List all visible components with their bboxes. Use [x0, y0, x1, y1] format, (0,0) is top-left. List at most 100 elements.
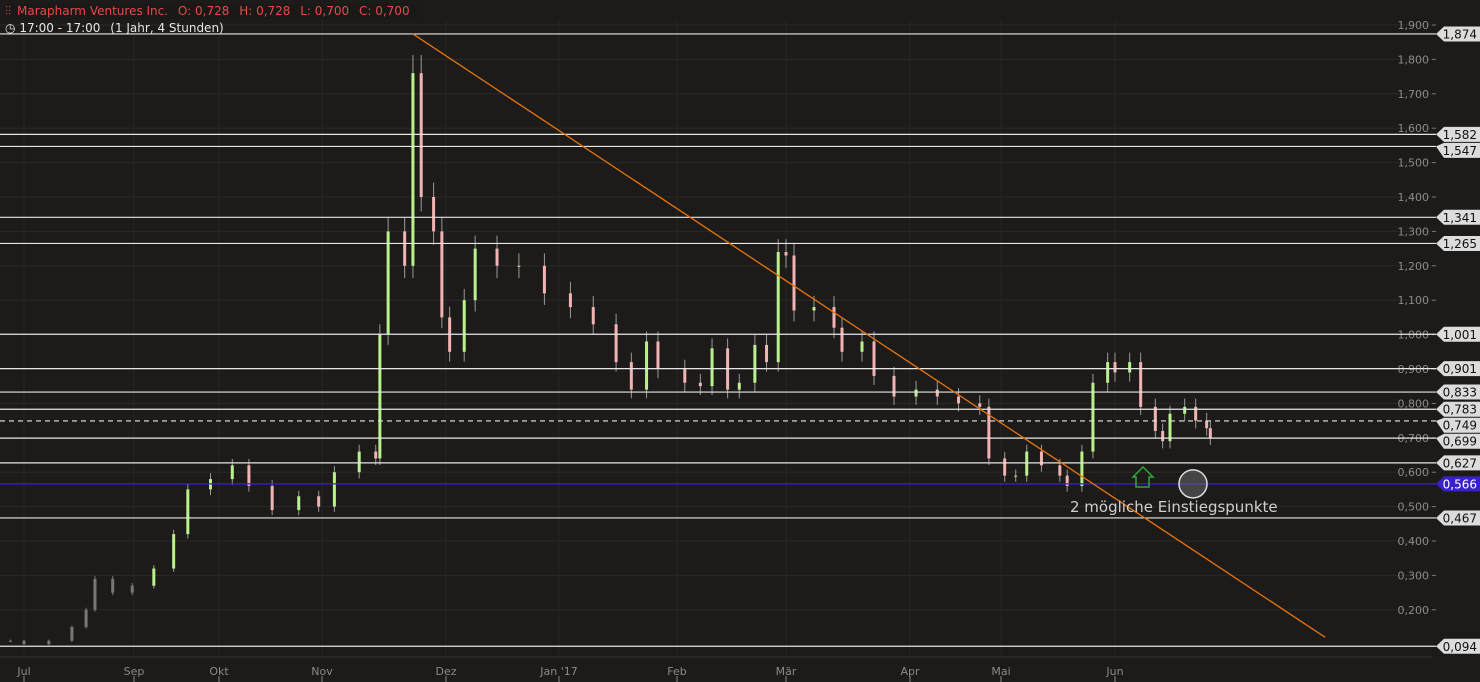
- candle-body: [792, 255, 796, 311]
- x-tick-label: Mär: [776, 665, 797, 678]
- candle-body: [1113, 362, 1117, 373]
- candle-body: [542, 265, 546, 294]
- candle-body: [111, 578, 115, 593]
- candle-body: [440, 231, 444, 318]
- candle-body: [297, 496, 301, 511]
- price-level-tag: [1436, 361, 1480, 377]
- candle-body: [765, 344, 769, 363]
- trendline: [412, 33, 1326, 638]
- candle-body: [683, 369, 687, 383]
- candle-body: [386, 231, 390, 335]
- price-level-label: 0,749: [1443, 419, 1477, 433]
- candle-body: [495, 248, 499, 266]
- chart-header: ⫶⫶ Marapharm Ventures Inc. O: 0,728 H: 0,…: [5, 4, 420, 19]
- candle-body: [1205, 420, 1209, 429]
- clock-icon: ◷: [5, 21, 16, 35]
- price-level-tag: [1436, 417, 1480, 433]
- x-tick-label: Nov: [311, 665, 333, 678]
- candle-body: [332, 472, 336, 507]
- candle-body: [93, 578, 97, 610]
- candle-body: [1003, 458, 1007, 476]
- candle-body: [411, 73, 415, 266]
- price-level-label: 1,582: [1443, 128, 1477, 142]
- candle-body: [978, 403, 982, 407]
- candle-body: [1153, 406, 1157, 431]
- price-level-tag: [1436, 384, 1480, 400]
- candle-body: [1065, 475, 1069, 486]
- price-level-tag: [1436, 401, 1480, 417]
- x-tick-label: Apr: [900, 665, 920, 678]
- candle-body: [8, 640, 12, 642]
- candle-body: [130, 585, 134, 593]
- y-tick-label: 0,600: [1398, 466, 1430, 479]
- entry-point-circle: [1178, 469, 1208, 499]
- y-tick-label: 1,500: [1398, 157, 1430, 170]
- price-level-label: 1,265: [1443, 237, 1477, 251]
- candle-body: [1106, 362, 1110, 383]
- candle-body: [1091, 382, 1095, 452]
- candle-body: [737, 382, 741, 390]
- candle-body: [1080, 451, 1084, 486]
- candle-body: [812, 307, 816, 311]
- candle-body: [403, 231, 407, 266]
- y-tick-label: 1,000: [1398, 329, 1430, 342]
- price-level-label: 1,874: [1443, 27, 1477, 41]
- y-tick-label: 0,200: [1398, 604, 1430, 617]
- candle-body: [419, 73, 423, 197]
- y-tick-label: 1,600: [1398, 122, 1430, 135]
- y-tick-label: 1,700: [1398, 88, 1430, 101]
- y-tick-label: 1,400: [1398, 191, 1430, 204]
- candle-body: [1194, 406, 1198, 421]
- candle-body: [914, 389, 918, 397]
- candle-body: [230, 465, 234, 480]
- candle-body: [987, 406, 991, 459]
- y-tick-label: 1,100: [1398, 294, 1430, 307]
- price-level-tag: [1436, 235, 1480, 251]
- x-tick-label: Jul: [16, 665, 30, 678]
- x-tick-label: Feb: [667, 665, 686, 678]
- candle-body: [378, 334, 382, 459]
- price-level-tag: [1436, 433, 1480, 449]
- price-level-tag: [1436, 126, 1480, 142]
- price-level-tag: [1436, 455, 1480, 471]
- candle-body: [710, 348, 714, 387]
- candle-body: [1025, 451, 1029, 476]
- candle-body: [776, 252, 780, 363]
- price-level-tag: [1436, 510, 1480, 526]
- candle-body: [152, 568, 156, 586]
- price-level-tag: [1436, 142, 1480, 158]
- candle-body: [840, 327, 844, 352]
- candle-body: [784, 252, 788, 256]
- x-tick-label: Jan '17: [539, 665, 577, 678]
- entry-arrow-icon: [1131, 465, 1155, 488]
- candle-body: [1039, 451, 1043, 466]
- price-level-label: 1,001: [1443, 328, 1477, 342]
- price-level-label: 0,833: [1443, 386, 1477, 400]
- annotation-text: 2 mögliche Einstiegspunkte: [1070, 498, 1278, 516]
- candle-body: [432, 197, 436, 232]
- candle-body: [1128, 362, 1132, 373]
- candle-body: [172, 534, 176, 569]
- candle-body: [374, 451, 378, 459]
- price-level-tag: [1436, 476, 1480, 492]
- candle-body: [957, 396, 961, 404]
- candle-body: [698, 382, 702, 387]
- y-tick-label: 0,500: [1398, 501, 1430, 514]
- price-level-tag: [1436, 638, 1480, 654]
- y-tick-label: 0,300: [1398, 569, 1430, 582]
- x-tick-label: Dez: [435, 665, 456, 678]
- candle-body: [1183, 406, 1187, 414]
- price-level-tag: [1436, 26, 1480, 42]
- x-tick-label: Mai: [991, 665, 1010, 678]
- x-tick-label: Jun: [1105, 665, 1123, 678]
- y-tick-label: 1,900: [1398, 19, 1430, 32]
- price-level-label: 0,467: [1443, 511, 1477, 525]
- candle-body: [247, 465, 251, 486]
- candle-body: [1139, 362, 1143, 407]
- candle-body: [462, 300, 466, 352]
- candle-body: [614, 324, 618, 363]
- candle-body: [357, 451, 361, 473]
- y-tick-label: 1,300: [1398, 225, 1430, 238]
- time-info: ◷ 17:00 - 17:00 (1 Jahr, 4 Stunden): [5, 21, 224, 35]
